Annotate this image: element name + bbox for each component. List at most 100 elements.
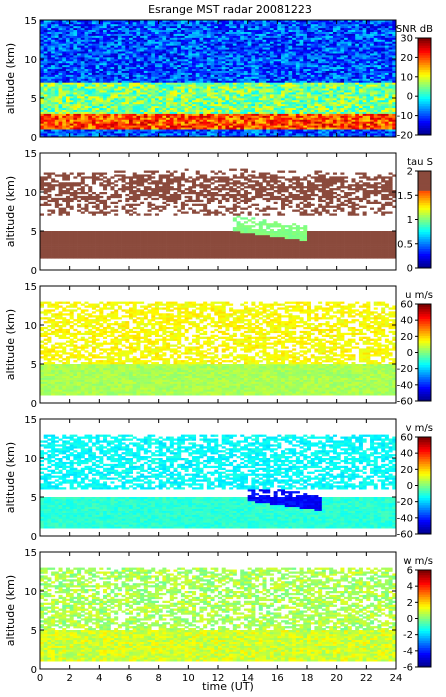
heatmap-cell <box>310 43 315 46</box>
heatmap-cell <box>210 25 215 29</box>
heatmap-cell <box>169 129 174 132</box>
heatmap-cell <box>77 33 82 36</box>
heatmap-cell <box>154 29 159 32</box>
heatmap-cell <box>43 84 48 87</box>
heatmap-cell <box>158 86 163 89</box>
heatmap-cell <box>299 101 304 105</box>
heatmap-cell <box>106 47 111 50</box>
heatmap-cell <box>281 21 286 25</box>
heatmap-cell <box>147 23 152 27</box>
heatmap-cell <box>262 45 267 48</box>
heatmap-cell <box>106 109 111 112</box>
heatmap-cell <box>332 111 337 114</box>
heatmap-cell <box>206 117 211 120</box>
heatmap-cell <box>329 107 334 110</box>
heatmap-cell <box>299 96 304 99</box>
heatmap-cell <box>180 127 185 130</box>
heatmap-cell <box>125 64 130 68</box>
heatmap-cell <box>318 62 323 66</box>
heatmap-cell <box>125 78 130 81</box>
heatmap-cell <box>173 109 178 112</box>
heatmap-cell <box>114 72 119 75</box>
heatmap-cell <box>229 74 234 77</box>
heatmap-cell <box>140 98 145 101</box>
heatmap-cell <box>91 57 96 60</box>
heatmap-cell <box>103 74 108 77</box>
heatmap-cell <box>84 99 89 103</box>
heatmap-cell <box>65 135 70 137</box>
heatmap-cell <box>292 64 297 68</box>
heatmap-cell <box>195 37 200 40</box>
heatmap-cell <box>84 107 89 110</box>
heatmap-cell <box>103 49 108 52</box>
heatmap-cell <box>214 64 219 68</box>
heatmap-cell <box>103 117 108 120</box>
heatmap-cell <box>236 105 241 109</box>
heatmap-cell <box>232 74 237 77</box>
heatmap-cell <box>269 64 274 68</box>
heatmap-cell <box>177 86 182 89</box>
heatmap-cell <box>295 99 300 103</box>
heatmap-cell <box>40 88 45 91</box>
heatmap-cell <box>173 115 178 118</box>
heatmap-cell <box>173 57 178 60</box>
heatmap-cell <box>147 57 152 60</box>
heatmap-cell <box>125 35 130 38</box>
heatmap-cell <box>240 113 245 116</box>
heatmap-cell <box>177 88 182 91</box>
heatmap-cell <box>162 20 167 23</box>
heatmap-cell <box>251 113 256 116</box>
heatmap-cell <box>103 60 108 64</box>
heatmap-cell <box>232 121 237 124</box>
heatmap-cell <box>99 131 104 134</box>
heatmap-cell <box>303 127 308 130</box>
heatmap-cell <box>166 123 171 126</box>
heatmap-cell <box>192 43 197 46</box>
heatmap-cell <box>310 119 315 122</box>
heatmap-cell <box>132 70 137 73</box>
heatmap-cell <box>340 107 345 110</box>
heatmap-cell <box>232 55 237 58</box>
heatmap-cell <box>43 59 48 62</box>
heatmap-cell <box>240 49 245 52</box>
heatmap-cell <box>273 23 278 27</box>
heatmap-cell <box>162 37 167 40</box>
heatmap-cell <box>43 55 48 58</box>
heatmap-cell <box>284 88 289 91</box>
heatmap-cell <box>262 115 267 118</box>
heatmap-cell <box>140 111 145 114</box>
heatmap-cell <box>318 64 323 68</box>
heatmap-cell <box>43 119 48 122</box>
heatmap-cell <box>188 55 193 58</box>
heatmap-cell <box>329 70 334 73</box>
heatmap-cell <box>203 125 208 128</box>
heatmap-cell <box>95 35 100 38</box>
heatmap-cell <box>121 84 126 87</box>
heatmap-cell <box>332 33 337 36</box>
heatmap-cell <box>117 72 122 75</box>
heatmap-cell <box>344 21 349 25</box>
heatmap-cell <box>192 59 197 62</box>
heatmap-cell <box>281 86 286 89</box>
heatmap-cell <box>318 23 323 27</box>
heatmap-cell <box>95 21 100 25</box>
heatmap-cell <box>307 125 312 128</box>
heatmap-cell <box>247 37 252 40</box>
heatmap-cell <box>136 51 141 54</box>
heatmap-cell <box>255 96 260 99</box>
heatmap-cell <box>195 29 200 32</box>
heatmap-cell <box>240 39 245 42</box>
heatmap-cell <box>143 49 148 52</box>
heatmap-cell <box>166 90 171 93</box>
heatmap-cell <box>58 94 63 97</box>
heatmap-cell <box>344 45 349 48</box>
heatmap-cell <box>266 82 271 85</box>
heatmap-cell <box>240 123 245 126</box>
heatmap-cell <box>310 131 315 134</box>
heatmap-cell <box>336 119 341 122</box>
heatmap-cell <box>288 25 293 29</box>
heatmap-cell <box>114 68 119 71</box>
heatmap-cell <box>247 115 252 118</box>
heatmap-cell <box>218 84 223 87</box>
heatmap-cell <box>177 117 182 120</box>
